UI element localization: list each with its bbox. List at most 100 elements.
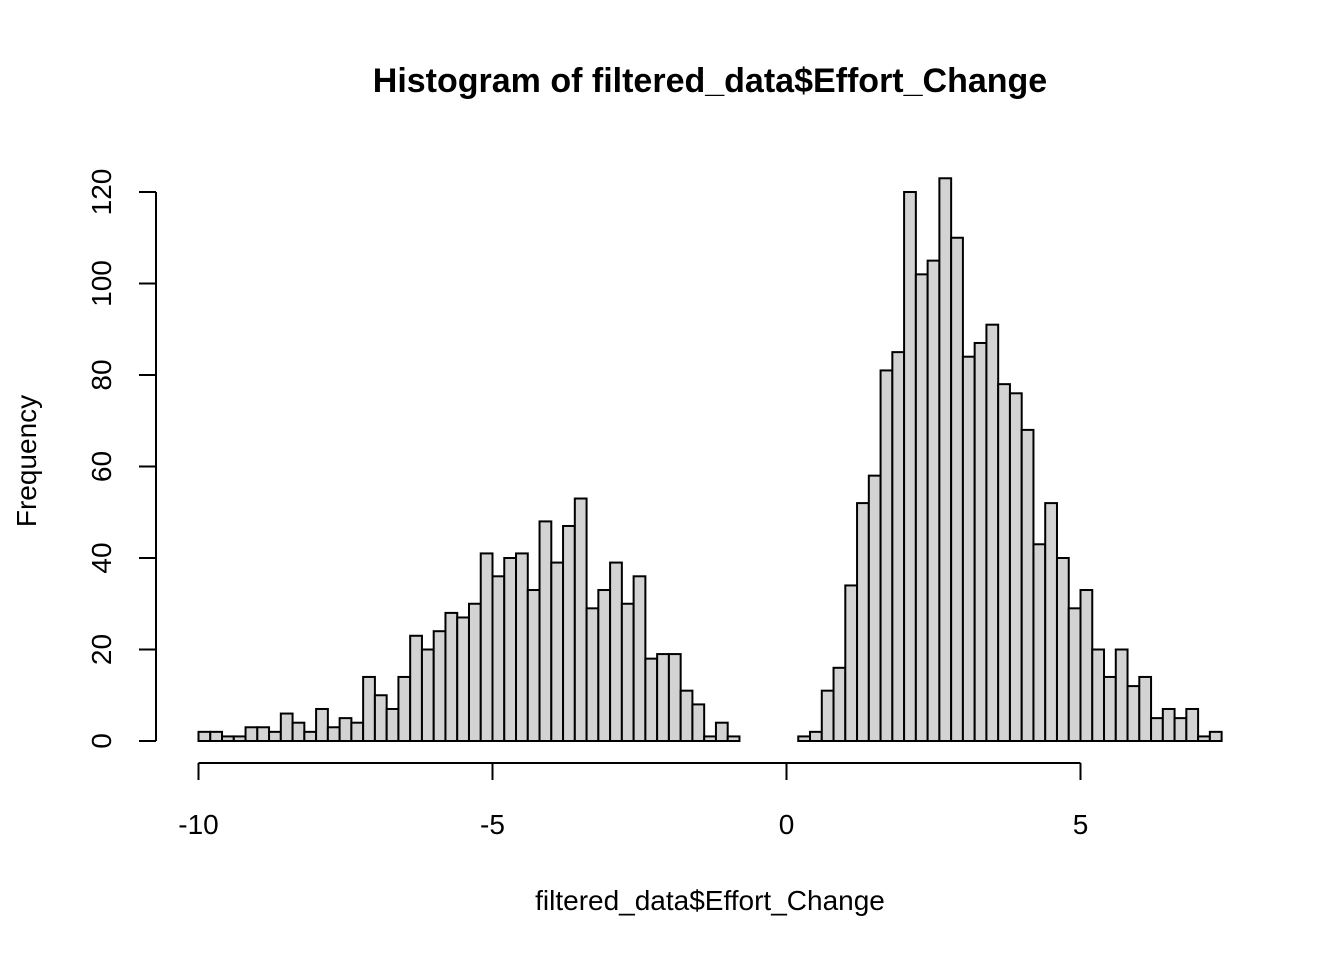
histogram-bar bbox=[1044, 502, 1058, 742]
histogram-bar bbox=[1161, 707, 1176, 742]
histogram-bar bbox=[632, 575, 647, 742]
histogram-bar bbox=[373, 694, 388, 742]
histogram-bar bbox=[1150, 717, 1164, 743]
y-axis-tick-label: 0 bbox=[86, 733, 117, 749]
histogram-bar bbox=[856, 502, 870, 742]
histogram-bar bbox=[679, 689, 694, 742]
histogram-bar bbox=[714, 721, 729, 743]
chart-title: Histogram of filtered_data$Effort_Change bbox=[373, 62, 1047, 100]
histogram-bar bbox=[209, 730, 224, 742]
histogram-bar bbox=[291, 721, 306, 743]
histogram-bar bbox=[1126, 685, 1141, 742]
histogram-bar bbox=[197, 730, 212, 742]
histogram-bar bbox=[456, 616, 470, 742]
histogram-bar bbox=[279, 712, 294, 742]
histogram-bar bbox=[1055, 557, 1070, 742]
histogram-bar bbox=[550, 561, 565, 743]
histogram-bar bbox=[1020, 428, 1035, 742]
histogram-bar bbox=[844, 584, 859, 743]
histogram-bar bbox=[879, 369, 894, 742]
histogram-bar bbox=[609, 561, 623, 743]
histogram-bar bbox=[1185, 707, 1200, 742]
histogram-bar bbox=[303, 730, 318, 742]
x-axis-label: filtered_data$Effort_Change bbox=[535, 885, 885, 916]
x-axis-tick-label: 5 bbox=[1073, 809, 1089, 840]
histogram-bar bbox=[232, 735, 247, 742]
histogram-bar bbox=[432, 630, 447, 743]
histogram-bar bbox=[315, 707, 329, 742]
histogram-bar bbox=[538, 520, 553, 743]
y-axis-tick-label: 80 bbox=[86, 359, 117, 390]
histogram-bar bbox=[1208, 730, 1223, 742]
histogram-bar bbox=[444, 611, 459, 743]
histogram-bar bbox=[656, 653, 670, 743]
histogram-bar bbox=[1032, 543, 1047, 743]
histogram-bar bbox=[914, 273, 929, 742]
histogram-bar bbox=[503, 557, 518, 742]
histogram-bar bbox=[644, 657, 659, 743]
histogram-bar bbox=[268, 730, 282, 742]
histogram-bar bbox=[338, 717, 353, 743]
histogram-bar bbox=[985, 323, 1000, 742]
histogram-bar bbox=[420, 648, 435, 742]
histogram-bar bbox=[620, 602, 635, 742]
x-axis-tick-label: -5 bbox=[480, 809, 505, 840]
histogram-bar bbox=[950, 236, 964, 742]
histogram-bar bbox=[526, 589, 541, 743]
histogram-bar bbox=[256, 726, 271, 743]
histogram-bar bbox=[926, 259, 941, 743]
histogram-bar bbox=[1079, 589, 1094, 743]
histogram-bar bbox=[820, 689, 835, 742]
histogram-bar bbox=[585, 607, 600, 743]
histogram-bar bbox=[515, 552, 529, 742]
histogram-bar bbox=[221, 735, 235, 742]
histogram-bar bbox=[385, 707, 400, 742]
histogram-bar bbox=[667, 653, 682, 743]
x-axis-tick-label: -10 bbox=[178, 809, 218, 840]
histogram-bar bbox=[961, 355, 976, 742]
histogram-bar bbox=[973, 341, 988, 742]
histogram-bar bbox=[903, 191, 917, 742]
histogram-bar bbox=[726, 735, 741, 742]
histogram-bar bbox=[938, 177, 953, 742]
histogram-bar bbox=[691, 703, 706, 743]
histogram-bar bbox=[867, 474, 882, 742]
x-axis-tick-label: 0 bbox=[779, 809, 795, 840]
histogram-bar bbox=[1091, 648, 1106, 742]
y-axis: 0 20 40 60 80 100 120 bbox=[86, 169, 157, 749]
y-axis-tick-label: 40 bbox=[86, 542, 117, 573]
x-axis: -10 -5 0 5 bbox=[178, 762, 1089, 840]
histogram-bar bbox=[397, 675, 412, 743]
y-axis-tick-label: 120 bbox=[86, 169, 117, 216]
histogram-bar bbox=[1114, 648, 1129, 742]
histogram-bars bbox=[197, 177, 1223, 743]
histogram-bar bbox=[244, 726, 259, 743]
y-axis-tick-label: 20 bbox=[86, 634, 117, 665]
histogram-bar bbox=[562, 524, 576, 742]
histogram-bar bbox=[1103, 675, 1117, 743]
histogram-bar bbox=[832, 666, 847, 742]
histogram-bar bbox=[491, 575, 506, 742]
histogram-bar bbox=[809, 730, 823, 742]
histogram-bar bbox=[1173, 717, 1188, 743]
histogram-bar bbox=[703, 735, 717, 742]
y-axis-label: Frequency bbox=[11, 395, 42, 527]
histogram-bar bbox=[1067, 607, 1082, 743]
y-axis-tick-label: 60 bbox=[86, 451, 117, 482]
histogram-bar bbox=[479, 552, 494, 742]
histogram-bar bbox=[797, 735, 812, 742]
histogram-bar bbox=[362, 675, 376, 743]
histogram-bar bbox=[409, 634, 423, 743]
histogram-bar bbox=[467, 602, 482, 742]
histogram-bar bbox=[997, 383, 1011, 742]
histogram-bar bbox=[597, 589, 612, 743]
histogram-bar bbox=[1197, 735, 1211, 742]
histogram-bar bbox=[573, 497, 588, 742]
histogram-bar bbox=[1138, 675, 1153, 743]
histogram-bar bbox=[350, 721, 365, 743]
histogram-bar bbox=[326, 726, 341, 743]
histogram-bar bbox=[891, 351, 906, 743]
y-axis-tick-label: 100 bbox=[86, 260, 117, 307]
histogram-bar bbox=[1008, 392, 1023, 742]
